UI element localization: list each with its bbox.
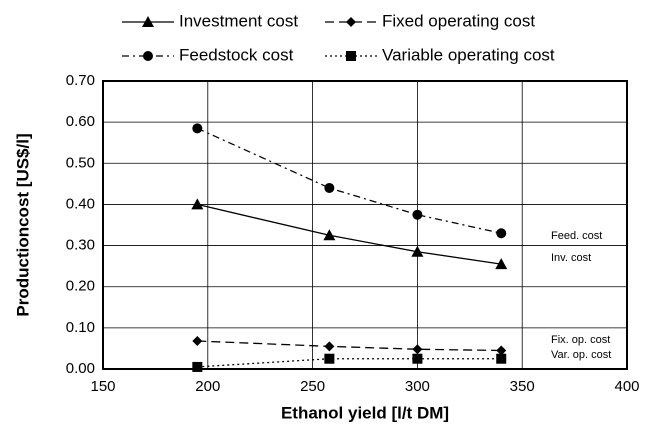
marker xyxy=(411,245,424,257)
series-line xyxy=(197,340,502,352)
y-tick-label: 0.40 xyxy=(66,195,95,212)
legend-marker xyxy=(346,51,356,61)
x-axis-label: Ethanol yield [l/t DM] xyxy=(281,403,449,422)
legend-marker xyxy=(143,51,153,61)
marker xyxy=(412,209,423,220)
x-tick-label: 400 xyxy=(614,378,639,395)
legend-label: Fixed operating cost xyxy=(382,11,535,30)
marker xyxy=(191,198,204,210)
y-tick-label: 0.70 xyxy=(66,72,95,89)
y-tick-label: 0.30 xyxy=(66,237,95,254)
y-tick-label: 0.00 xyxy=(66,360,95,377)
annotation: Fix. op. cost xyxy=(551,334,610,346)
annotation: Inv. cost xyxy=(551,252,591,264)
marker xyxy=(192,336,203,347)
annotation: Var. op. cost xyxy=(551,349,611,361)
marker xyxy=(495,258,508,270)
marker xyxy=(324,341,335,352)
y-tick-label: 0.60 xyxy=(66,113,95,130)
annotation: Feed. cost xyxy=(551,230,602,242)
marker xyxy=(412,344,423,355)
marker xyxy=(496,345,507,356)
marker xyxy=(323,229,336,241)
x-tick-label: 200 xyxy=(195,378,220,395)
y-tick-label: 0.10 xyxy=(66,319,95,336)
series-line xyxy=(197,203,502,265)
legend-marker xyxy=(142,16,154,27)
legend-label: Investment cost xyxy=(179,11,298,30)
plot-frame xyxy=(102,80,628,370)
marker xyxy=(324,353,335,364)
series-line xyxy=(197,127,502,234)
legend-label: Feedstock cost xyxy=(179,45,294,64)
y-axis-label: Productioncost [US$/l] xyxy=(13,133,32,316)
marker xyxy=(324,182,335,193)
y-tick-label: 0.50 xyxy=(66,154,95,171)
x-tick-label: 150 xyxy=(90,378,115,395)
marker xyxy=(192,361,203,372)
series-line xyxy=(197,358,502,368)
marker xyxy=(192,123,203,134)
x-tick-label: 350 xyxy=(510,378,535,395)
y-tick-label: 0.20 xyxy=(66,278,95,295)
legend-label: Variable operating cost xyxy=(382,45,555,64)
marker xyxy=(496,353,507,364)
marker xyxy=(412,353,423,364)
marker xyxy=(496,228,507,239)
x-tick-label: 300 xyxy=(405,378,430,395)
x-tick-label: 250 xyxy=(300,378,325,395)
legend-marker xyxy=(346,17,356,27)
